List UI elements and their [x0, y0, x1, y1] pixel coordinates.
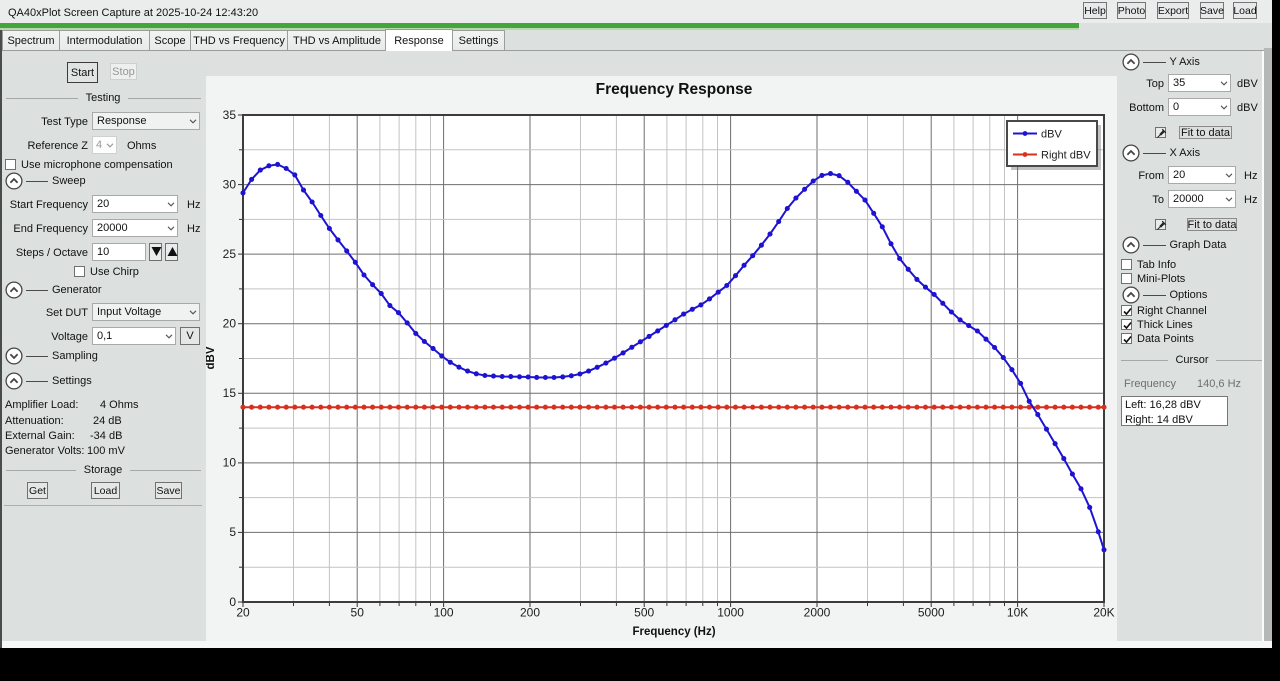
svg-text:Frequency Response: Frequency Response	[596, 81, 753, 98]
svg-text:500: 500	[634, 606, 654, 620]
svg-text:Right dBV: Right dBV	[1041, 150, 1091, 162]
svg-text:5000: 5000	[918, 606, 945, 620]
svg-text:15: 15	[223, 386, 237, 400]
svg-text:dBV: dBV	[206, 346, 217, 369]
svg-text:Frequency (Hz): Frequency (Hz)	[632, 626, 715, 638]
svg-text:10K: 10K	[1007, 606, 1028, 620]
svg-text:1000: 1000	[717, 606, 744, 620]
svg-text:10: 10	[223, 456, 237, 470]
svg-text:0: 0	[229, 595, 236, 609]
svg-text:30: 30	[223, 177, 237, 191]
svg-text:100: 100	[434, 606, 454, 620]
svg-text:5: 5	[229, 525, 236, 539]
svg-text:50: 50	[351, 606, 365, 620]
svg-text:20: 20	[223, 317, 237, 331]
svg-text:200: 200	[520, 606, 540, 620]
svg-text:dBV: dBV	[1041, 129, 1062, 141]
svg-text:35: 35	[223, 108, 237, 122]
svg-text:25: 25	[223, 247, 237, 261]
svg-text:2000: 2000	[804, 606, 831, 620]
svg-text:20: 20	[236, 606, 250, 620]
svg-text:20K: 20K	[1093, 606, 1114, 620]
